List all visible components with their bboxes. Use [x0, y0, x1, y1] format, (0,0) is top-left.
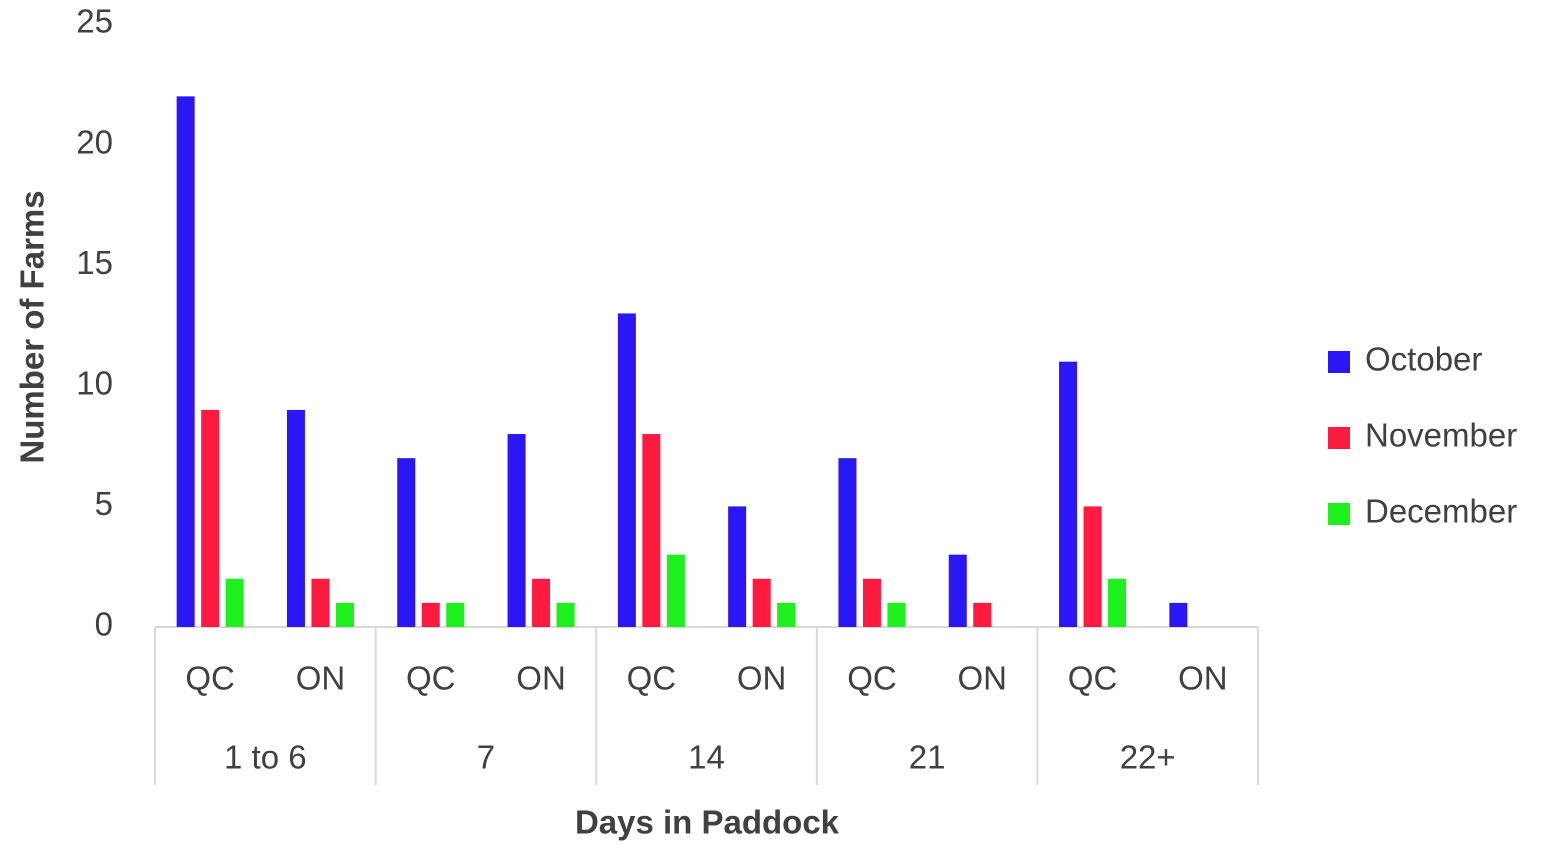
bar [752, 578, 771, 627]
x-tick-label: QC [627, 660, 677, 697]
legend-label: October [1365, 341, 1482, 378]
bar [556, 602, 575, 627]
x-axis-title: Days in Paddock [575, 804, 840, 841]
x-tick-label: ON [958, 660, 1008, 697]
y-tick-label: 15 [76, 244, 113, 281]
legend-label: November [1365, 417, 1517, 454]
group-label: 21 [909, 739, 946, 776]
bar [948, 554, 967, 627]
legend-swatch [1328, 427, 1350, 449]
y-tick-label: 10 [76, 365, 113, 402]
x-tick-label: ON [1178, 660, 1228, 697]
legend-label: December [1365, 493, 1517, 530]
y-tick-label: 25 [76, 3, 113, 40]
bar [335, 602, 354, 627]
legend-swatch [1328, 351, 1350, 373]
bar [728, 506, 747, 627]
bar [617, 313, 636, 627]
bar [286, 409, 305, 627]
bar [507, 434, 526, 627]
group-label: 1 to 6 [224, 739, 307, 776]
bar [421, 602, 440, 627]
x-tick-label: QC [847, 660, 897, 697]
bar [1169, 602, 1188, 627]
x-tick-label: ON [516, 660, 566, 697]
bar [862, 578, 881, 627]
legend-swatch [1328, 503, 1350, 525]
bar [532, 578, 551, 627]
bar [777, 602, 796, 627]
bar [838, 458, 857, 627]
y-tick-label: 5 [95, 485, 113, 522]
bar [225, 578, 244, 627]
bar [1083, 506, 1102, 627]
y-tick-label: 20 [76, 123, 113, 160]
bar [1108, 578, 1127, 627]
bar [397, 458, 416, 627]
x-tick-label: ON [296, 660, 346, 697]
x-tick-label: QC [406, 660, 456, 697]
bar [642, 434, 661, 627]
y-tick-label: 0 [95, 606, 113, 643]
x-tick-label: QC [1068, 660, 1118, 697]
x-tick-label: ON [737, 660, 787, 697]
bar [973, 602, 992, 627]
bar [311, 578, 330, 627]
group-label: 7 [477, 739, 495, 776]
bar [176, 96, 195, 628]
group-label: 22+ [1120, 739, 1176, 776]
group-label: 14 [688, 739, 725, 776]
bar [1059, 361, 1078, 627]
bar [887, 602, 906, 627]
x-tick-label: QC [185, 660, 235, 697]
y-axis-title: Number of Farms [14, 190, 51, 463]
bar [666, 554, 685, 627]
bar [446, 602, 465, 627]
bar [201, 409, 220, 627]
